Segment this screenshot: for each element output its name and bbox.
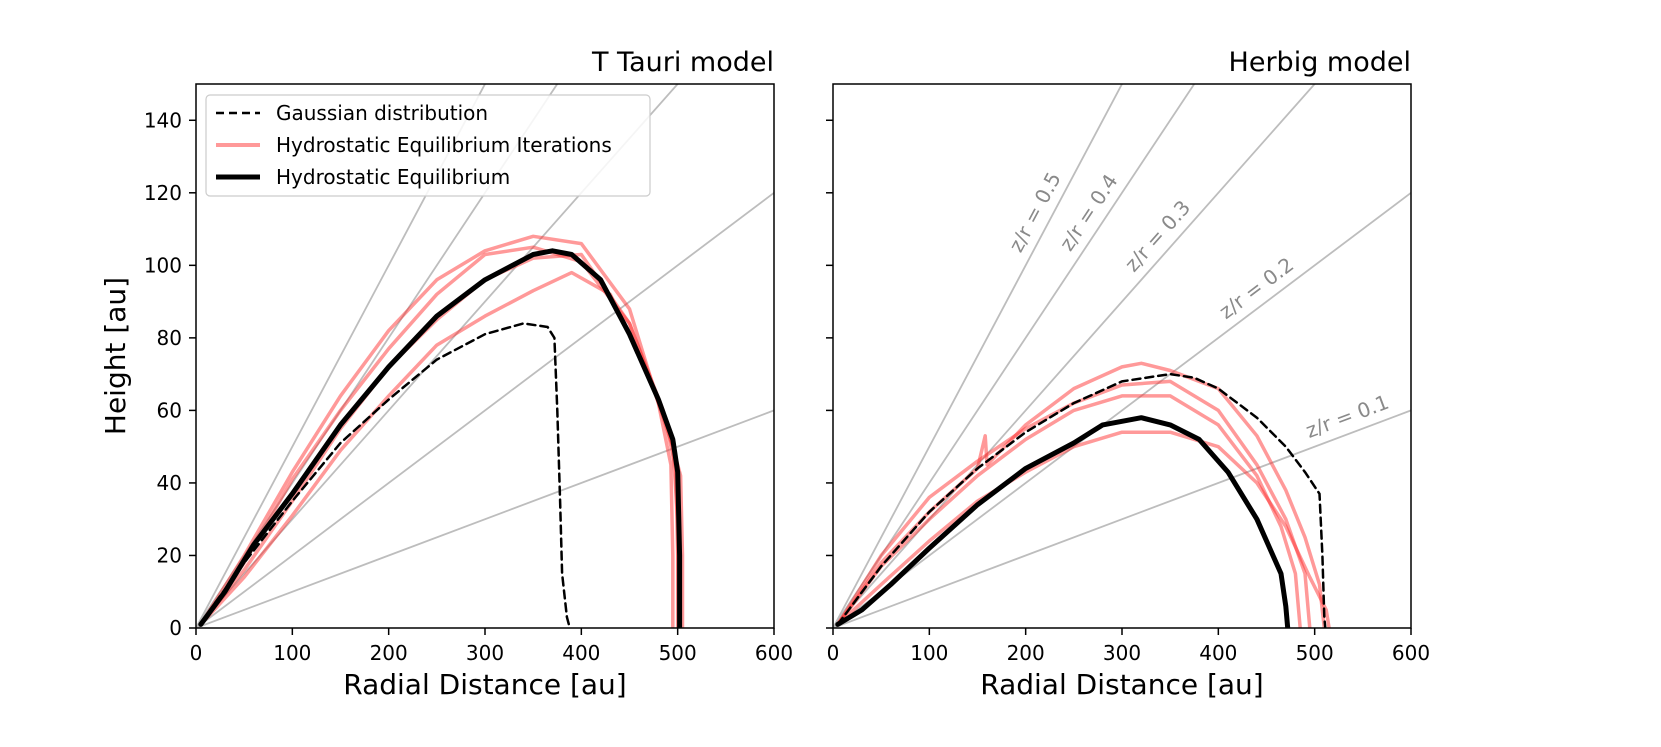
plot-frame — [832, 83, 1412, 629]
series-iteration-line — [836, 379, 1312, 628]
x-ticks: 0 100 200 300 400 500 600 — [827, 628, 1430, 665]
zr-line-0p2 — [833, 192, 1411, 628]
zr-line-0p4 — [196, 84, 559, 628]
x-tick-label: 500 — [659, 641, 697, 665]
series-iteration-line — [199, 234, 675, 628]
series-iteration-line — [836, 430, 1331, 628]
zr-line-0p3 — [196, 84, 679, 628]
x-tick-label: 100 — [910, 641, 948, 665]
panel-t-tauri: T Tauri model 0 100 200 300 400 500 600 0 20 40 6… — [99, 47, 793, 701]
reference-lines — [196, 84, 774, 628]
x-tick-label: 0 — [190, 641, 203, 665]
x-tick-label: 300 — [1103, 641, 1141, 665]
series-gaussian-line — [836, 372, 1327, 628]
series-iteration-line — [836, 394, 1302, 628]
panel-title: Herbig model — [1229, 47, 1411, 78]
y-tick-label: 0 — [169, 616, 182, 640]
series-iteration-line — [836, 361, 1327, 628]
zr-line-0p5 — [833, 84, 1124, 628]
series-gaussian-line — [199, 322, 572, 628]
panel-herbig: Herbig model 0 100 200 300 400 500 600 z/r = 0… — [826, 47, 1430, 701]
series-final-line — [835, 415, 1291, 628]
z-r-labels: z/r = 0.1z/r = 0.2z/r = 0.3z/r = 0.4z/r … — [1004, 168, 1392, 443]
legend-label-equilibrium: Hydrostatic Equilibrium — [276, 165, 510, 189]
x-tick-label: 300 — [466, 641, 504, 665]
x-tick-label: 400 — [1199, 641, 1237, 665]
panel-title: T Tauri model — [591, 47, 774, 78]
y-ticks: 0 20 40 60 80 100 120 140 — [144, 108, 196, 640]
zr-line-0p1 — [833, 409, 1411, 628]
zr-line-0p5 — [196, 84, 487, 628]
y-tick-label: 20 — [157, 543, 182, 567]
series-iteration-line — [199, 270, 681, 628]
legend-label-gaussian: Gaussian distribution — [276, 101, 488, 125]
zr-line-0p1 — [196, 409, 774, 628]
zr-line-0p4 — [833, 84, 1196, 628]
x-tick-label: 400 — [562, 641, 600, 665]
x-ticks: 0 100 200 300 400 500 600 — [190, 628, 793, 665]
y-tick-label: 40 — [157, 471, 182, 495]
reference-lines — [833, 84, 1411, 628]
legend-label-iterations: Hydrostatic Equilibrium Iterations — [276, 133, 612, 157]
y-tick-label: 60 — [157, 398, 182, 422]
y-ticks — [826, 119, 833, 629]
series-final-line — [198, 248, 683, 628]
zr-line-0p2 — [196, 192, 774, 628]
zr-label: z/r = 0.3 — [1120, 195, 1195, 276]
x-axis-label: Radial Distance [au] — [980, 668, 1263, 701]
x-tick-label: 200 — [370, 641, 408, 665]
x-tick-label: 600 — [1392, 641, 1430, 665]
x-tick-label: 600 — [755, 641, 793, 665]
y-tick-label: 120 — [144, 181, 182, 205]
x-tick-label: 0 — [827, 641, 840, 665]
y-axis-label: Height [au] — [99, 277, 132, 435]
y-tick-label: 100 — [144, 253, 182, 277]
x-tick-label: 500 — [1296, 641, 1334, 665]
x-axis-label: Radial Distance [au] — [343, 668, 626, 701]
legend: Gaussian distribution Hydrostatic Equili… — [205, 94, 651, 197]
x-tick-label: 100 — [273, 641, 311, 665]
series-layer — [835, 361, 1331, 628]
legend-box — [205, 94, 651, 197]
y-tick-label: 80 — [157, 326, 182, 350]
series-layer — [198, 234, 685, 628]
y-tick-label: 140 — [144, 108, 182, 132]
x-tick-label: 200 — [1007, 641, 1045, 665]
zr-line-0p3 — [833, 84, 1316, 628]
